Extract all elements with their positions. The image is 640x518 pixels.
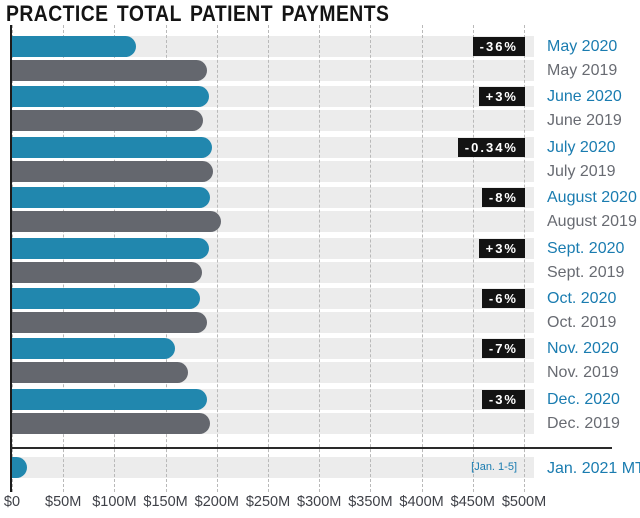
bar-label-2020: July 2020 xyxy=(547,138,616,156)
bar-label-2019: Dec. 2019 xyxy=(547,414,620,432)
bar-label-2020: Oct. 2020 xyxy=(547,290,617,307)
bar-label-2019: Sept. 2019 xyxy=(547,263,625,281)
bar-label-2020: May 2020 xyxy=(547,38,618,55)
chart-plot-area: -36% +3% -0.34% -8% +3% -6% -7% -3% [Jan. 1-5] M… xyxy=(0,25,640,518)
x-axis-label: $0 xyxy=(3,494,21,510)
row-band-2020 xyxy=(12,36,534,57)
bar-label-mtd: Jan. 2021 MTD xyxy=(547,460,640,477)
bar-label-2020: Nov. 2020 xyxy=(547,340,619,358)
gridline-300M xyxy=(319,25,321,492)
bar-may-2019 xyxy=(12,60,207,81)
mtd-date-range-note: [Jan. 1-5] xyxy=(471,461,517,473)
bar-label-2019: August 2019 xyxy=(547,213,637,231)
bar-sept-2019 xyxy=(12,261,202,283)
bar-label-2019: May 2019 xyxy=(547,62,618,79)
x-axis-label: $400M xyxy=(399,494,444,510)
change-badge: -7% xyxy=(481,339,525,359)
y-axis-line xyxy=(10,25,12,492)
change-badge: +3% xyxy=(478,238,525,258)
x-axis-label: $50M xyxy=(45,494,82,510)
x-axis-label: $150M xyxy=(143,494,188,510)
x-axis-label: $200M xyxy=(194,494,239,510)
bar-july-2020 xyxy=(12,136,212,158)
bar-oct-2019 xyxy=(12,312,207,333)
gridline-350M xyxy=(370,25,372,492)
x-axis-label: $350M xyxy=(348,494,393,510)
mtd-separator-line xyxy=(11,447,612,449)
gridline-500M xyxy=(524,25,525,492)
gridline-200M xyxy=(216,25,218,492)
bar-june-2020 xyxy=(12,86,209,108)
bar-july-2019 xyxy=(12,160,213,182)
change-badge: +3% xyxy=(478,87,525,107)
bar-oct-2020 xyxy=(12,288,200,309)
row-band-mtd xyxy=(12,457,534,478)
bar-june-2019 xyxy=(12,110,203,132)
change-badge: -0.34% xyxy=(457,137,525,157)
bar-dec-2020 xyxy=(12,388,207,410)
bar-nov-2020 xyxy=(12,338,175,360)
bar-jan-2021-mtd xyxy=(12,457,27,478)
gridline-450M xyxy=(472,25,474,492)
bar-label-2020: June 2020 xyxy=(547,88,622,106)
bar-label-2019: July 2019 xyxy=(547,162,616,180)
bar-label-2019: Nov. 2019 xyxy=(547,364,619,382)
x-axis-label: $300M xyxy=(297,494,342,510)
change-badge: -3% xyxy=(481,389,525,409)
x-axis-label: $450M xyxy=(450,494,495,510)
bar-label-2019: Oct. 2019 xyxy=(547,314,617,331)
bar-label-2020: Dec. 2020 xyxy=(547,390,620,408)
gridline-250M xyxy=(268,25,269,492)
bar-label-2020: August 2020 xyxy=(547,189,637,207)
bar-may-2020 xyxy=(12,36,136,57)
bar-sept-2020 xyxy=(12,237,209,259)
x-axis-label: $500M xyxy=(501,494,547,510)
bar-dec-2019 xyxy=(12,412,210,434)
gridline-400M xyxy=(421,25,423,492)
bar-nov-2019 xyxy=(12,362,188,384)
change-badge: -36% xyxy=(472,37,525,56)
bar-august-2019 xyxy=(12,211,221,233)
bar-label-2020: Sept. 2020 xyxy=(547,239,625,257)
x-axis-label: $250M xyxy=(245,494,291,510)
change-badge: -6% xyxy=(481,289,525,308)
bar-label-2019: June 2019 xyxy=(547,112,622,130)
x-axis-label: $100M xyxy=(92,494,137,510)
change-badge: -8% xyxy=(481,188,525,208)
chart-title: PRACTICE TOTAL PATIENT PAYMENTS xyxy=(6,1,390,26)
bar-august-2020 xyxy=(12,187,210,209)
